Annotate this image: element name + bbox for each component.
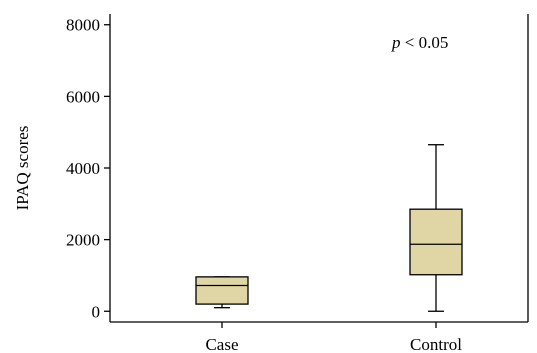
y-tick-label: 8000 — [66, 16, 100, 35]
box-case — [195, 276, 249, 309]
box-series — [195, 144, 463, 312]
y-axis-ticks: 0 2000 4000 6000 8000 — [66, 16, 110, 321]
y-tick-label: 2000 — [66, 231, 100, 250]
y-axis-title: IPAQ scores — [13, 126, 32, 211]
box-control — [409, 144, 463, 312]
iqr-box — [195, 276, 249, 305]
x-tick-label: Case — [205, 335, 238, 353]
x-tick-label: Control — [410, 335, 462, 353]
y-tick-label: 0 — [92, 302, 101, 321]
y-tick-label: 4000 — [66, 159, 100, 178]
p-value-text: < 0.05 — [401, 33, 449, 52]
p-value-symbol: p — [391, 33, 401, 52]
y-tick-label: 6000 — [66, 87, 100, 106]
iqr-box — [409, 208, 463, 276]
p-value-annotation: p < 0.05 — [391, 33, 448, 52]
x-axis-ticks: Case Control — [205, 322, 462, 353]
plot-frame — [109, 14, 529, 323]
